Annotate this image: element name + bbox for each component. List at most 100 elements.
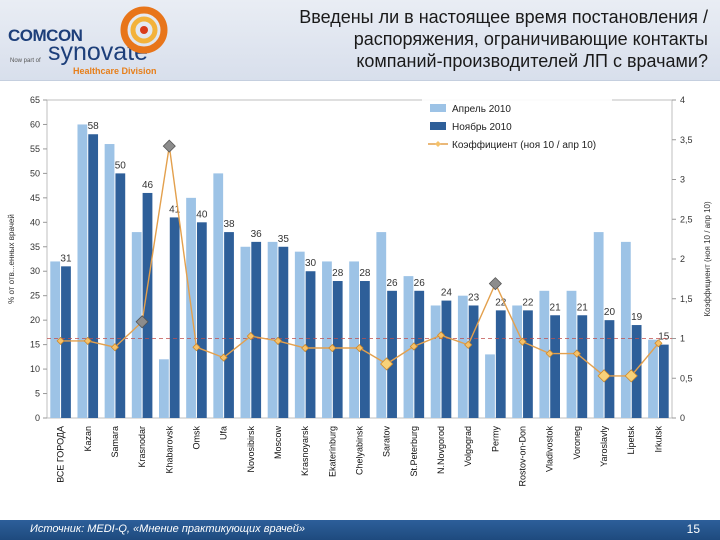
- coefficient-marker: [56, 336, 65, 345]
- bar-april: [349, 261, 359, 418]
- slide-title: Введены ли в настоящее время постановлен…: [188, 6, 708, 72]
- bar-april: [77, 124, 88, 418]
- bar-april: [376, 232, 387, 418]
- right-axis-tick-label: 3,5: [680, 135, 693, 145]
- bar-data-label: 15: [658, 332, 670, 343]
- right-axis-tick-label: 2,5: [680, 214, 693, 224]
- category-label: Novosibirsk: [246, 426, 256, 473]
- bar-november: [251, 241, 262, 418]
- logo-tagline: Now part of: [10, 58, 41, 64]
- bar-november: [88, 134, 99, 418]
- bar-april: [159, 359, 169, 418]
- bar-data-label: 35: [278, 234, 290, 245]
- bar-data-label: 28: [359, 268, 371, 279]
- legend-swatch-november: [430, 122, 446, 130]
- bar-data-label: 24: [441, 288, 453, 299]
- bar-april: [50, 261, 61, 418]
- bar-november: [196, 222, 207, 418]
- legend-box: [422, 96, 612, 158]
- bar-april: [620, 241, 631, 418]
- bar-november: [441, 300, 452, 418]
- left-axis-tick-label: 25: [30, 291, 40, 301]
- bar-november: [142, 192, 153, 418]
- bar-november: [414, 290, 425, 418]
- coefficient-marker: [654, 339, 663, 348]
- legend-label-november: Ноябрь 2010: [452, 121, 512, 133]
- left-axis-tick-label: 45: [30, 193, 40, 203]
- left-axis-tick-label: 55: [30, 144, 40, 154]
- category-label: Voroneg: [572, 426, 582, 460]
- bar-april: [566, 290, 577, 418]
- bar-april: [512, 305, 523, 418]
- synovate-swirl-icon: [120, 6, 168, 54]
- bar-data-label: 23: [468, 292, 480, 303]
- bar-april: [403, 276, 414, 418]
- coefficient-marker: [624, 369, 638, 383]
- bar-november: [224, 232, 234, 418]
- category-label: Lipetsk: [626, 426, 636, 455]
- bar-april: [213, 173, 224, 418]
- right-axis-tick-label: 3: [680, 175, 685, 185]
- right-axis-tick-label: 4: [680, 95, 685, 105]
- bar-november: [332, 281, 343, 418]
- coefficient-marker: [219, 353, 228, 362]
- bar-april: [430, 305, 441, 418]
- right-axis-tick-label: 1,5: [680, 294, 693, 304]
- bar-april: [485, 354, 495, 418]
- bar-april: [648, 339, 658, 418]
- bar-april: [240, 246, 251, 418]
- bar-november: [387, 290, 397, 418]
- coefficient-marker: [192, 343, 201, 352]
- bar-november: [169, 217, 180, 418]
- bar-november: [115, 173, 126, 418]
- right-axis-title: Коэффициент (ноя 10 / апр 10): [703, 201, 712, 317]
- bar-data-label: 46: [142, 180, 154, 191]
- bar-april: [539, 290, 550, 418]
- bar-data-label: 20: [604, 307, 616, 318]
- coefficient-marker: [301, 343, 310, 353]
- category-label: Vladivostok: [545, 426, 555, 473]
- bar-data-label: 31: [60, 253, 72, 264]
- bar-april: [294, 251, 305, 418]
- coefficient-marker: [380, 357, 394, 371]
- category-label: St.Peterburg: [409, 426, 419, 477]
- legend-marker-coefficient: [435, 141, 441, 147]
- page-number: 15: [686, 522, 700, 536]
- coefficient-marker: [409, 342, 418, 351]
- bar-november: [631, 325, 642, 418]
- slide-footer: Источник: MEDI-Q, «Мнение практикующих в…: [0, 520, 720, 540]
- bar-data-label: 26: [414, 278, 426, 289]
- category-label: Saratov: [382, 426, 392, 458]
- bar-april: [322, 261, 332, 418]
- comcon-logo: COMCON: [8, 26, 83, 45]
- coefficient-marker: [597, 369, 611, 383]
- category-label: Kazan: [83, 426, 93, 452]
- division-label: Healthcare Division: [73, 66, 157, 76]
- bar-data-label: 58: [88, 121, 100, 132]
- coefficient-marker: [488, 277, 502, 291]
- source-note: Источник: MEDI-Q, «Мнение практикующих в…: [30, 523, 306, 535]
- category-label: Omsk: [191, 426, 201, 450]
- category-label: Rostov-on-Don: [518, 426, 528, 487]
- bar-november: [523, 310, 533, 418]
- bar-data-label: 19: [631, 312, 643, 323]
- bar-november: [468, 305, 479, 418]
- left-axis-tick-label: 10: [30, 364, 40, 374]
- left-axis-tick-label: 60: [30, 119, 40, 129]
- bar-data-label: 26: [387, 278, 399, 289]
- coefficient-marker: [436, 331, 446, 340]
- right-axis-tick-label: 2: [680, 254, 685, 264]
- left-axis-tick-label: 65: [30, 95, 40, 105]
- bar-november: [360, 281, 370, 418]
- category-label: N.Novgorod: [436, 426, 446, 474]
- left-axis-tick-label: 35: [30, 242, 40, 252]
- legend-label-april: Апрель 2010: [452, 104, 511, 115]
- bar-april: [104, 144, 115, 418]
- bar-november: [495, 310, 506, 418]
- category-label: Moscow: [273, 426, 283, 460]
- coefficient-marker: [135, 315, 149, 329]
- category-label: Khabarovsk: [164, 426, 174, 474]
- coefficient-marker: [355, 343, 364, 353]
- coefficient-marker: [83, 336, 92, 345]
- left-axis-tick-label: 20: [30, 315, 40, 325]
